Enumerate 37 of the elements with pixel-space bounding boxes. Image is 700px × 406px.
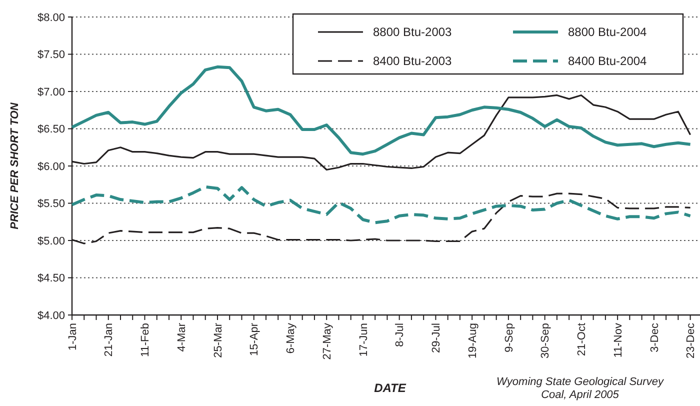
line-series	[70, 65, 692, 156]
y-tick-label: $7.00	[37, 86, 65, 98]
x-tick-label: 8-Jul	[394, 323, 406, 347]
legend-label: 8400 Btu-2004	[568, 54, 648, 68]
line-series	[70, 185, 692, 224]
x-tick-label: 21-Oct	[576, 323, 588, 356]
y-tick-label: $6.00	[37, 160, 65, 173]
x-tick-label: 6-May	[285, 322, 298, 354]
legend-label: 8800 Btu-2004	[568, 25, 648, 40]
x-tick-label: 3-Dec	[648, 322, 661, 352]
x-tick-label: 30-Sep	[540, 323, 552, 358]
x-tick-label: 11-Feb	[140, 323, 152, 358]
x-tick-label: 15-Apr	[248, 322, 261, 356]
y-tick-label: $4.00	[37, 310, 65, 322]
text: Wyoming State Geological Survey	[496, 376, 665, 388]
y-tick-label: $5.50	[37, 198, 65, 210]
x-tick-label: 19-Aug	[466, 323, 479, 358]
y-axis-title: PRICE PER SHORT TON	[9, 102, 21, 230]
y-tick-label: $4.50	[37, 272, 65, 285]
x-tick-label: 9-Sep	[503, 323, 516, 352]
x-tick-label: 21-Jan	[103, 323, 116, 357]
legend-label: 8400 Btu-2003	[373, 54, 452, 68]
y-tick-label: $5.00	[37, 235, 65, 248]
text: Coal, April 2005	[541, 389, 620, 401]
y-tick-label: $8.00	[37, 12, 65, 24]
x-tick-label: 25-Mar	[212, 322, 224, 358]
y-tick-label: $7.50	[37, 49, 65, 62]
x-tick-label: 1-Jan	[66, 323, 79, 351]
x-axis-title: DATE	[374, 381, 407, 395]
x-tick-label: 11-Nov	[612, 322, 624, 358]
legend-label: 8800 Btu-2003	[373, 25, 452, 40]
x-tick-label: 17-Jun	[358, 323, 370, 357]
x-tick-label: 4-Mar	[176, 322, 188, 352]
y-tick-label: $6.50	[37, 124, 65, 136]
x-tick-label: 29-Jul	[430, 323, 443, 353]
x-tick-label: 27-May	[321, 322, 334, 360]
x-tick-label: 23-Dec	[685, 322, 698, 358]
